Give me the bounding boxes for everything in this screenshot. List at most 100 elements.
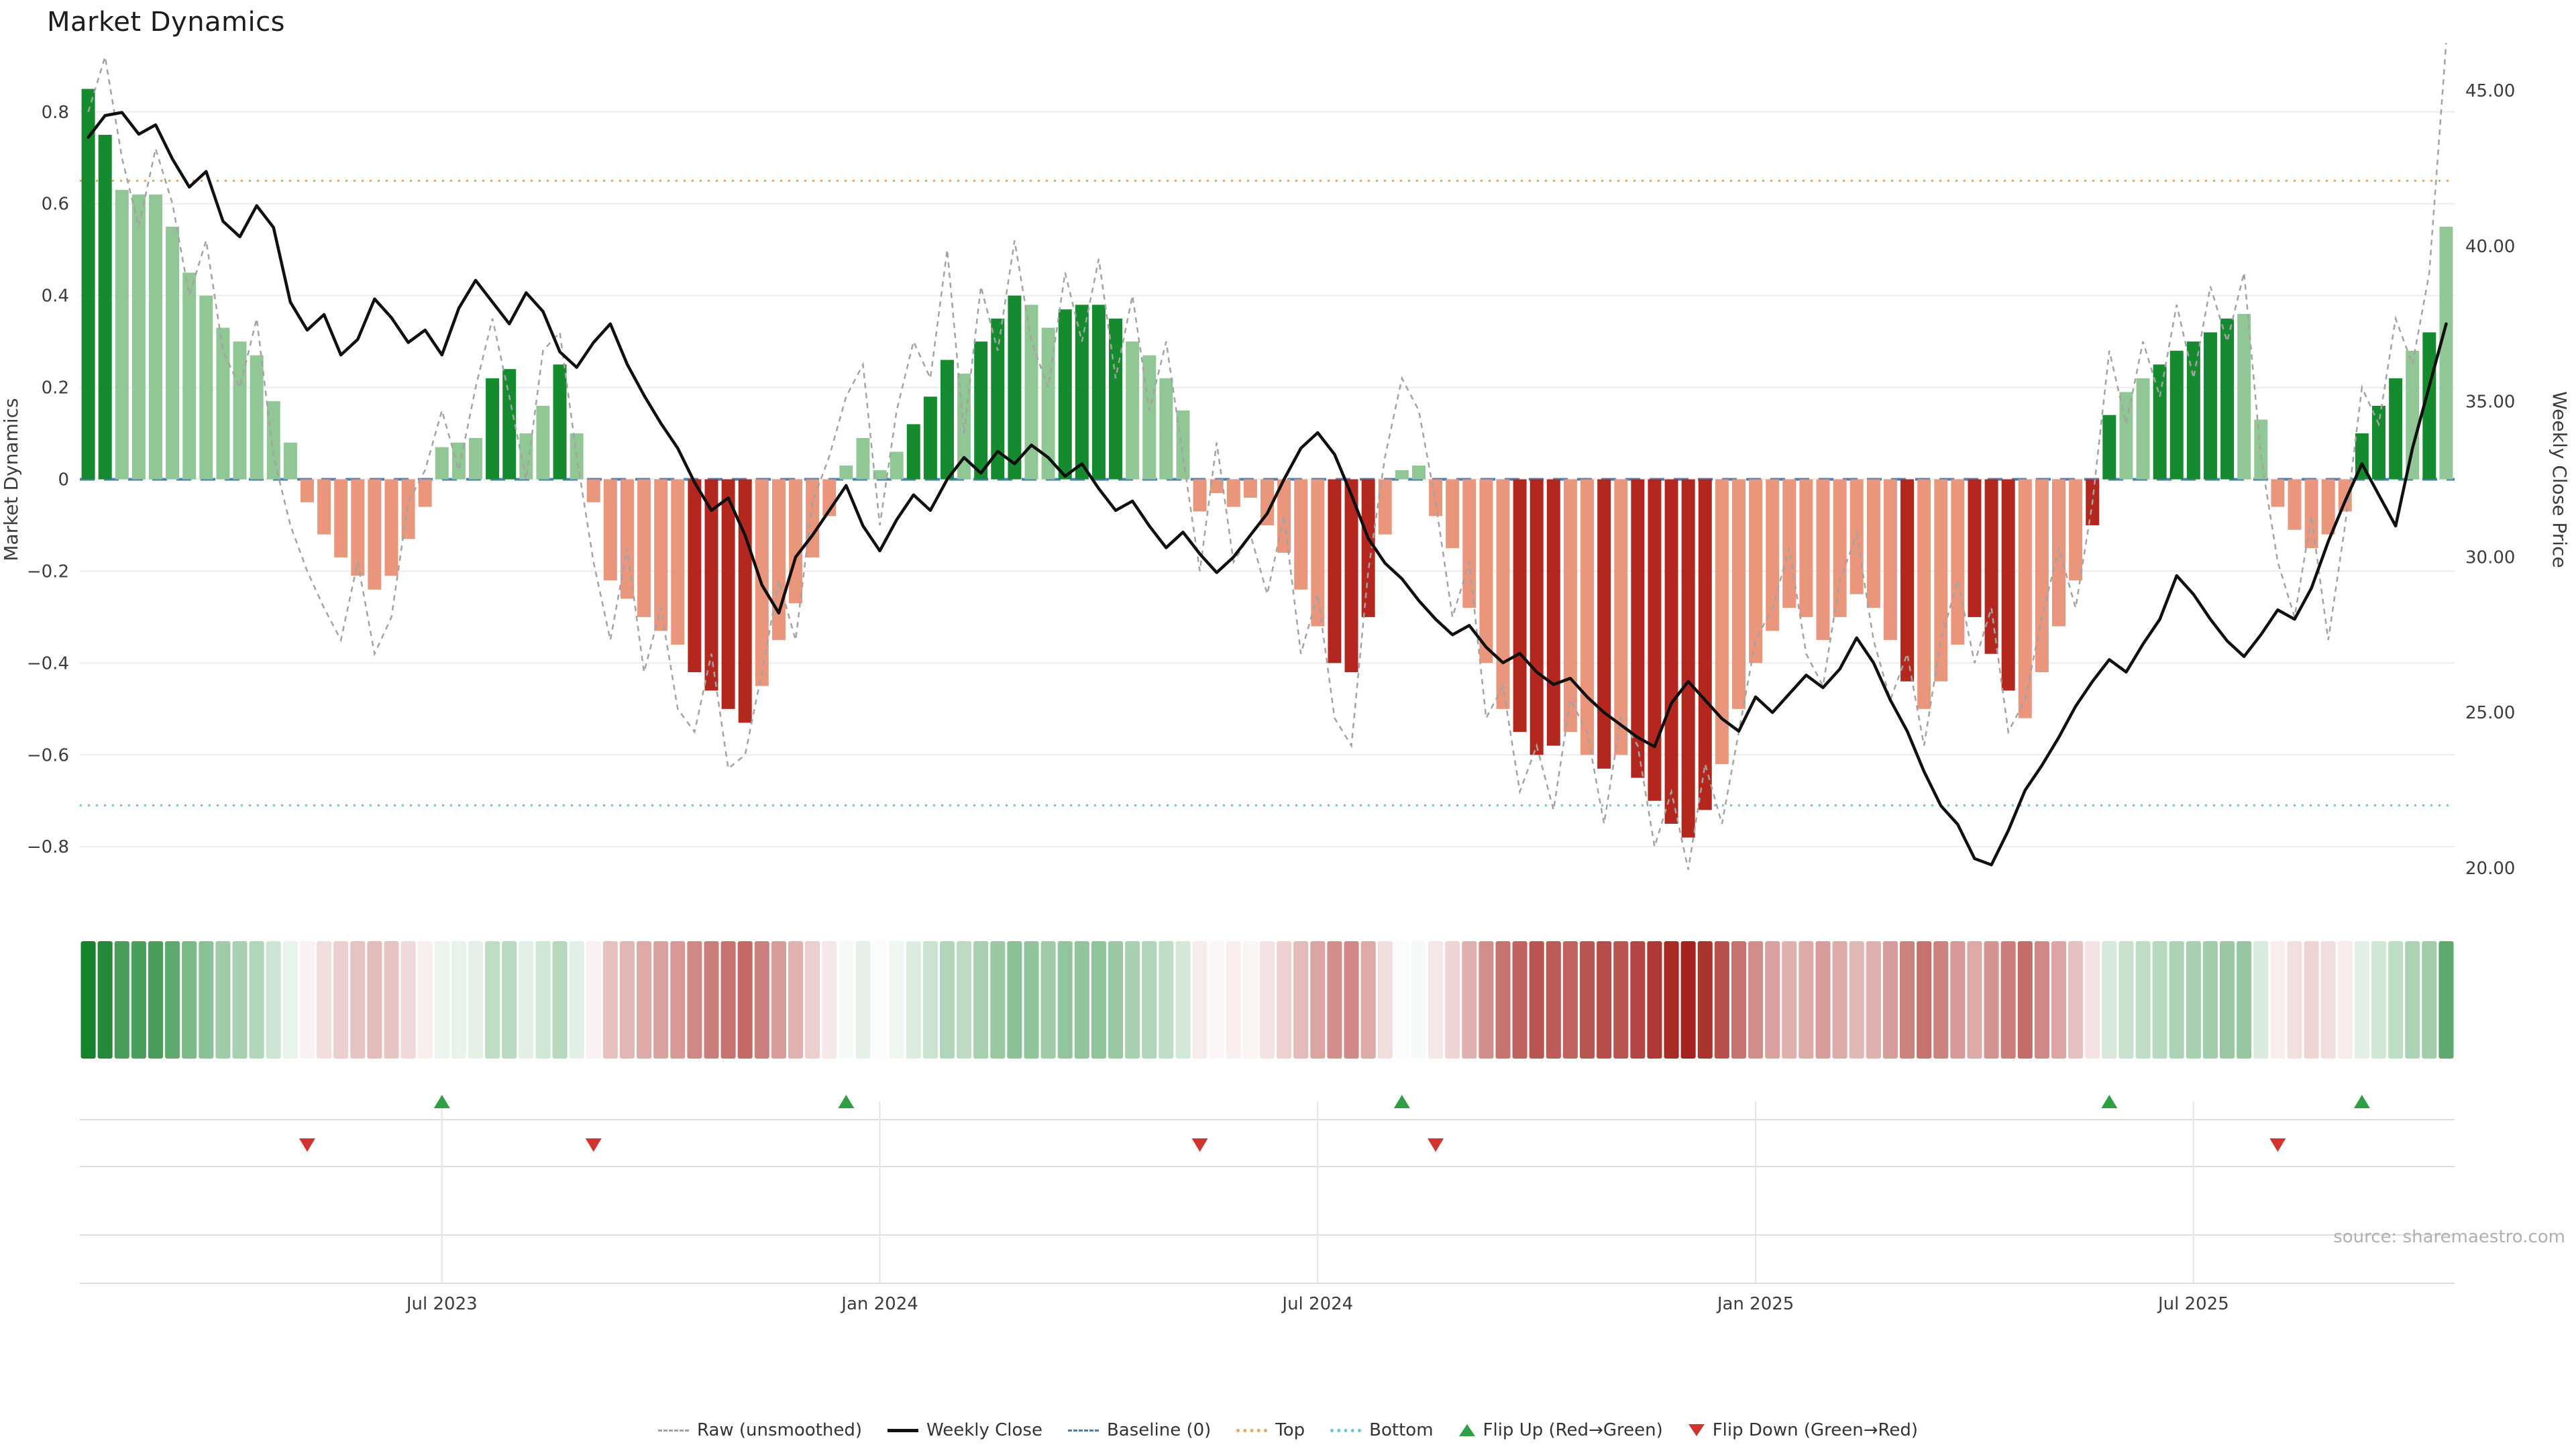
right-axis-title: Weekly Close Price	[2548, 391, 2571, 568]
heatmap-cell	[2287, 941, 2302, 1059]
dynamics-bar	[1193, 479, 1207, 512]
legend-item-raw: Raw (unsmoothed)	[657, 1420, 862, 1440]
dynamics-bar	[671, 479, 685, 645]
raw-line	[87, 42, 2447, 870]
dynamics-bar	[637, 479, 651, 617]
dynamics-bar	[1075, 305, 1089, 480]
heatmap-cell	[2270, 941, 2286, 1059]
heatmap-cell	[1529, 941, 1544, 1059]
heatmap-cell	[2068, 941, 2084, 1059]
left-tick-label: 0.4	[42, 286, 69, 307]
dynamics-bar	[721, 479, 735, 709]
dynamics-bar	[1631, 479, 1645, 778]
heatmap-cell	[1209, 941, 1224, 1059]
heatmap-cell	[1344, 941, 1359, 1059]
heatmap-cell	[990, 941, 1006, 1059]
dynamics-bar	[2372, 405, 2386, 480]
weekly-close-line	[87, 111, 2448, 867]
heatmap-cell	[451, 941, 466, 1059]
dynamics-bar	[1109, 318, 1123, 480]
dynamics-bar	[199, 295, 213, 480]
dynamics-bar	[283, 442, 297, 480]
heatmap-cell	[922, 941, 938, 1059]
dynamics-bar	[250, 355, 264, 480]
heatmap-cell	[266, 941, 281, 1059]
left-tick-label: 0.6	[42, 195, 69, 215]
flip-down-marker	[1428, 1138, 1444, 1152]
chart-legend: Raw (unsmoothed) Weekly Close Baseline (…	[0, 1414, 2576, 1446]
dynamics-bar	[1580, 479, 1595, 755]
dynamics-bar	[81, 89, 95, 480]
heatmap-cell	[822, 941, 837, 1059]
dynamics-bar	[1799, 479, 1813, 617]
heatmap-cell	[2371, 941, 2387, 1059]
dynamics-bar	[334, 479, 348, 557]
heatmap-cell	[148, 941, 164, 1059]
dynamics-bar	[890, 451, 904, 480]
dynamics-bar	[603, 479, 617, 581]
dynamics-bar	[300, 479, 314, 502]
heatmap-cell	[1091, 941, 1106, 1059]
flip-up-marker	[838, 1095, 855, 1108]
flip-down-marker	[2269, 1138, 2286, 1152]
flip-down-triangle-icon	[1688, 1424, 1705, 1436]
heatmap-cell	[569, 941, 584, 1059]
right-tick-label: 35.00	[2465, 392, 2515, 413]
legend-label: Flip Up (Red→Green)	[1483, 1420, 1663, 1440]
heatmap-cell	[889, 941, 904, 1059]
heatmap-cell	[2405, 941, 2420, 1059]
heatmap-cell	[367, 941, 382, 1059]
heatmap-cell	[1546, 941, 1561, 1059]
dynamics-bar	[519, 433, 533, 480]
dynamics-bar	[586, 479, 600, 502]
heatmap-cell	[1933, 941, 1949, 1059]
legend-item-weekly-close: Weekly Close	[888, 1420, 1042, 1440]
heatmap-cell	[552, 941, 568, 1059]
dynamics-bar	[486, 378, 500, 480]
dynamics-bar	[1395, 470, 1409, 480]
heatmap-cell	[1024, 941, 1039, 1059]
heatmap-cell	[2202, 941, 2218, 1059]
heatmap-cell	[2102, 941, 2117, 1059]
heatmap-cell	[1377, 941, 1393, 1059]
heatmap-cell	[2017, 941, 2033, 1059]
dynamics-bar	[1782, 479, 1796, 608]
heatmap-cell	[182, 941, 197, 1059]
heatmap-cell	[333, 941, 349, 1059]
dynamics-bar	[1934, 479, 1948, 682]
heatmap-cell	[1074, 941, 1089, 1059]
dynamics-bar	[368, 479, 382, 590]
heatmap-cell	[1882, 941, 1898, 1059]
right-tick-label: 25.00	[2465, 703, 2515, 723]
dynamics-bar	[2271, 479, 2285, 507]
legend-label: Weekly Close	[926, 1420, 1042, 1440]
dynamics-bar	[2439, 226, 2453, 480]
dynamics-bar	[1142, 355, 1157, 480]
dynamics-bar	[1361, 479, 1375, 617]
heatmap-cell	[1748, 941, 1764, 1059]
heatmap-cell	[720, 941, 736, 1059]
dynamics-bar	[131, 195, 146, 480]
dynamics-bar	[1648, 479, 1662, 801]
dynamics-bar	[553, 364, 567, 480]
flip-down-marker	[585, 1138, 602, 1152]
dynamics-bar	[2389, 378, 2403, 480]
dynamics-bar	[1546, 479, 1560, 746]
dynamics-bar	[906, 424, 920, 480]
legend-item-flip-up: Flip Up (Red→Green)	[1458, 1420, 1663, 1440]
dynamics-bar	[1513, 479, 1527, 733]
dynamics-bar	[771, 479, 786, 641]
dynamics-bar	[1951, 479, 1965, 645]
heatmap-cell	[1192, 941, 1208, 1059]
dynamics-bar	[2052, 479, 2065, 627]
dynamics-bar	[991, 318, 1005, 480]
heatmap-cell	[1731, 941, 1747, 1059]
heatmap-cell	[1680, 941, 1696, 1059]
heatmap-cell	[1984, 941, 1999, 1059]
flip-down-marker	[1191, 1138, 1208, 1152]
legend-item-flip-down: Flip Down (Green→Red)	[1688, 1420, 1918, 1440]
dynamics-bar	[502, 369, 517, 480]
dynamics-bar	[182, 272, 197, 480]
dynamics-bar	[2288, 479, 2302, 530]
flip-up-marker	[1393, 1095, 1410, 1108]
